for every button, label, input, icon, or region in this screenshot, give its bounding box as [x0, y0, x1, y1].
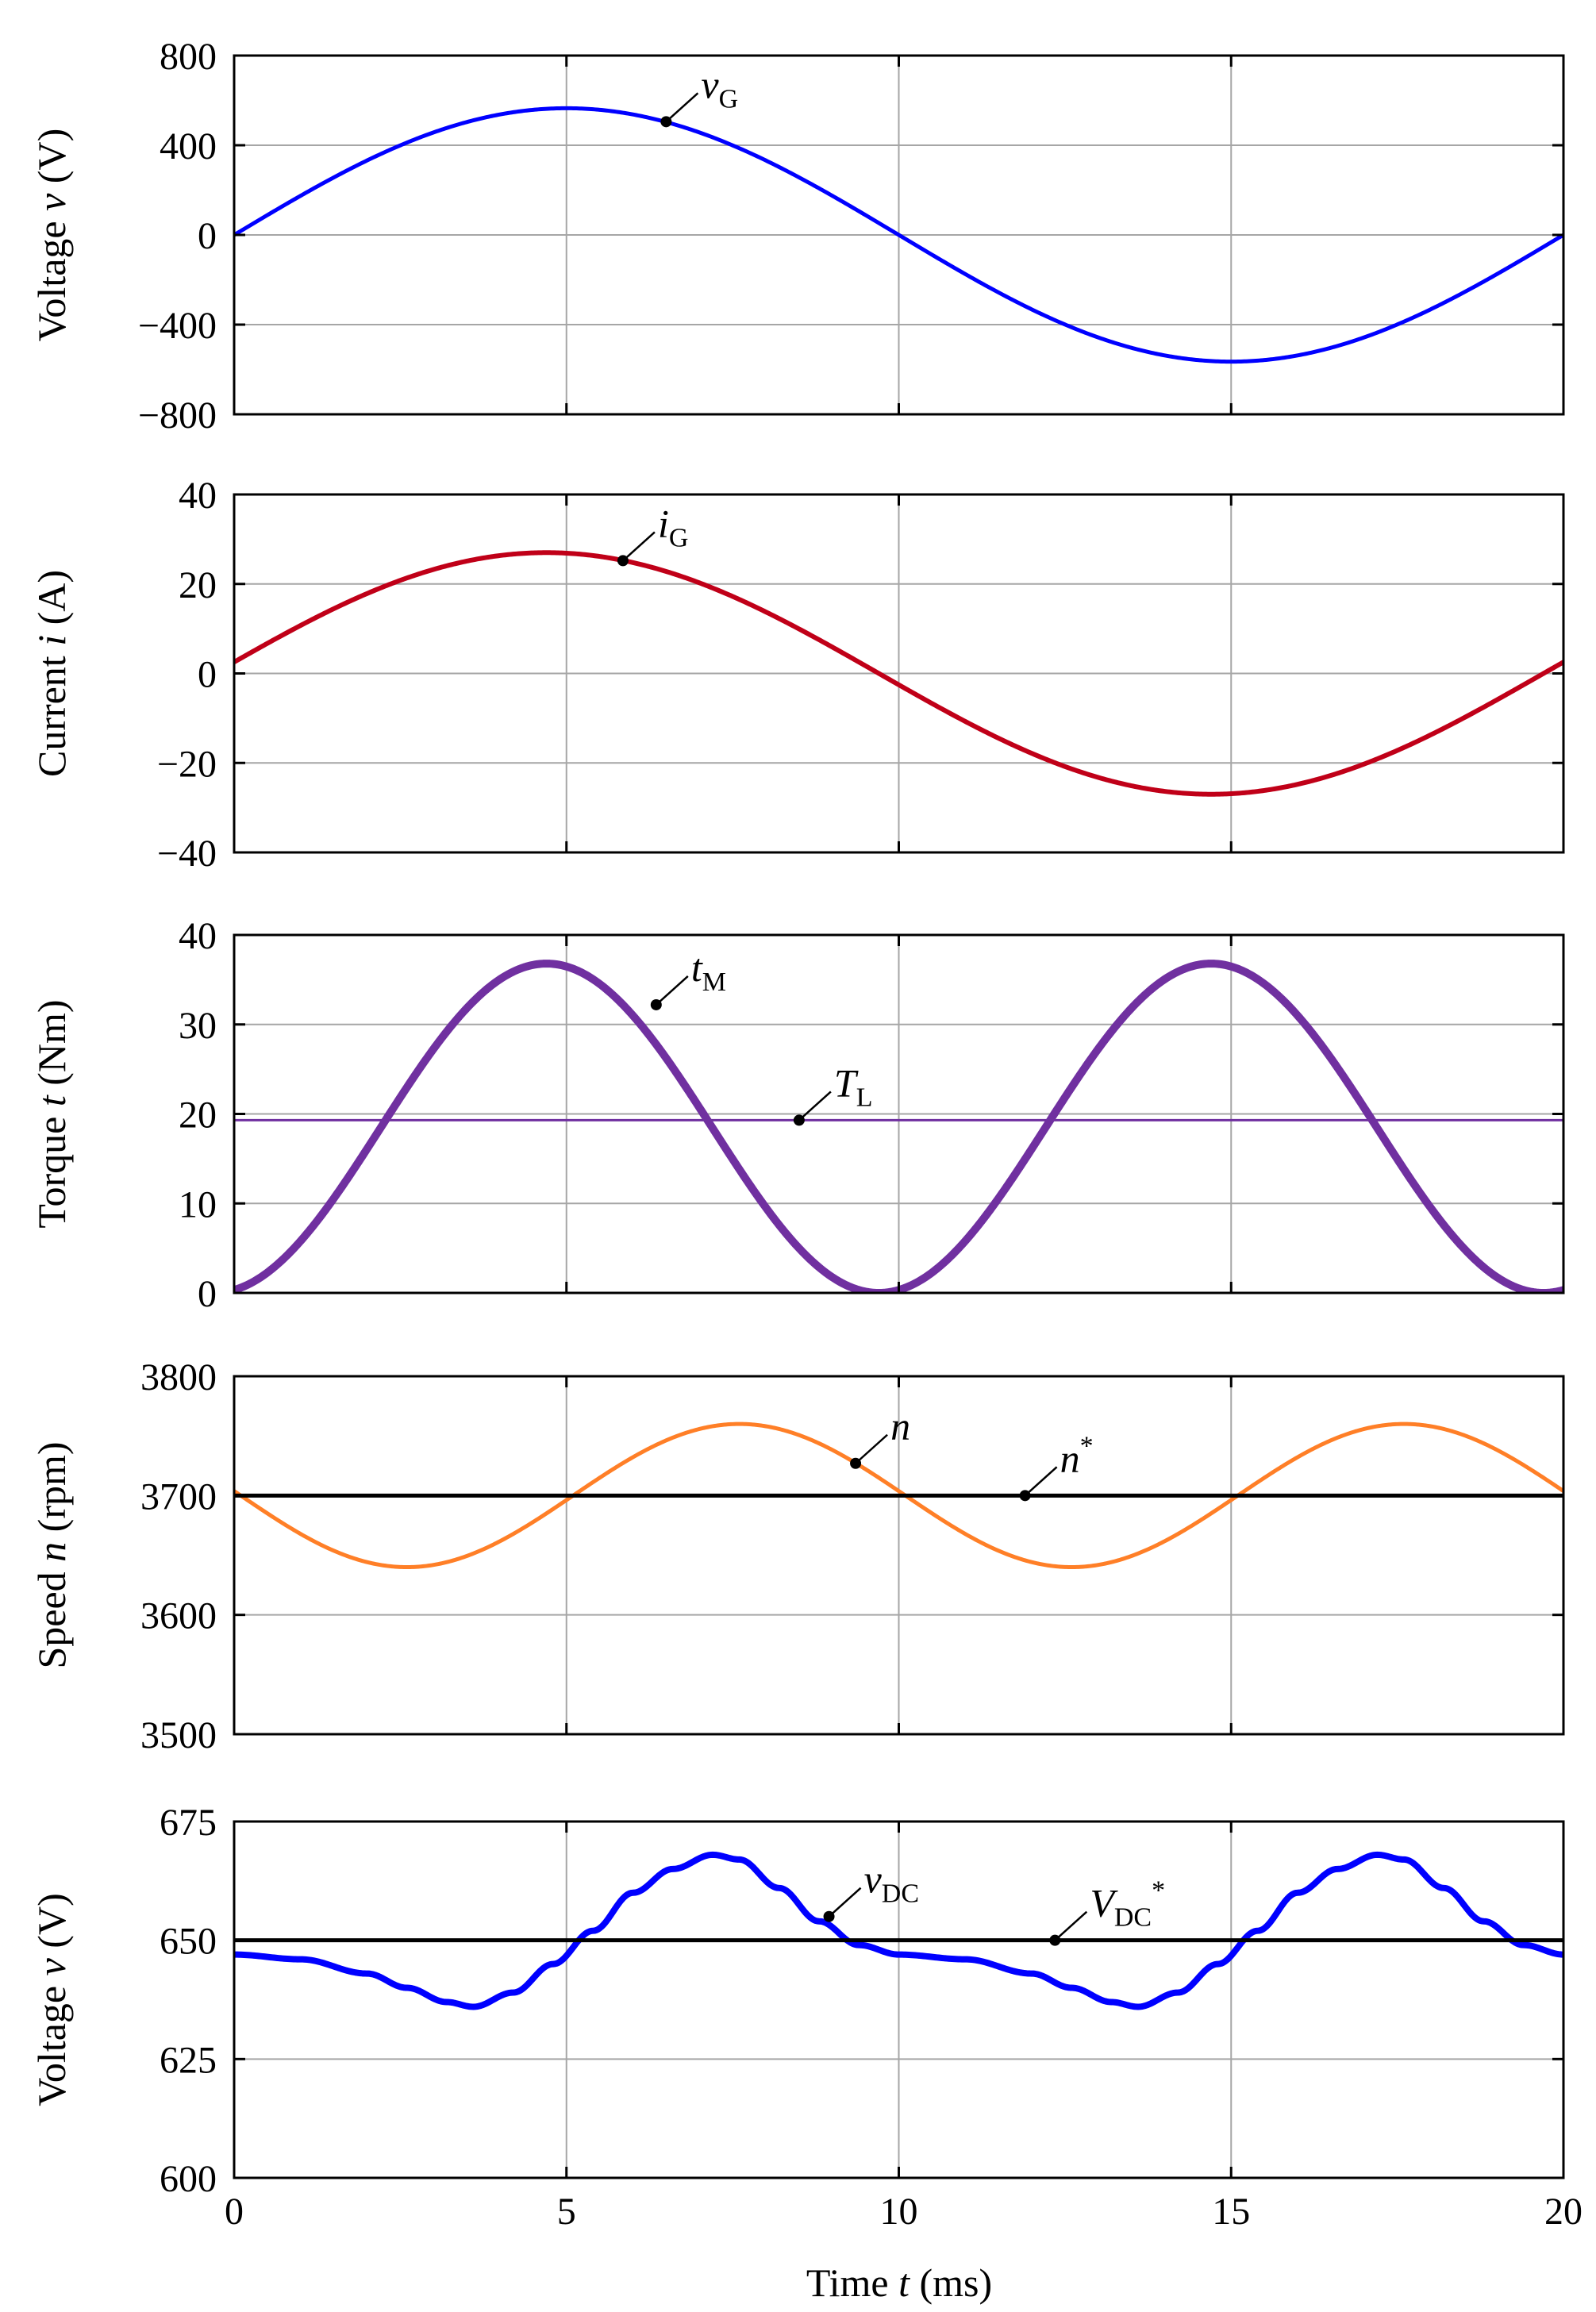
y-tick-label: 20 [179, 1094, 217, 1137]
series-vg [234, 106, 1563, 364]
annotation-leader [665, 92, 699, 123]
y-axis-label: Speed n (rpm) [29, 1441, 74, 1668]
annotation-leader [1054, 1910, 1088, 1941]
y-tick-label: 0 [198, 215, 217, 257]
panel-5: 600 625 650 675 0 5 10 15 20 Voltage v (V) vDC VDC* [29, 1802, 1583, 2233]
annotation-label-tl: TL [834, 1060, 873, 1112]
y-axis-label: Voltage v (V) [29, 1893, 74, 2106]
annotation-leader [828, 1887, 862, 1918]
y-tick-label: 675 [160, 1802, 217, 1844]
y-axis-label: Current i (A) [29, 570, 74, 777]
annotation-label-n: n [890, 1404, 910, 1448]
panel-1: −800 −400 0 400 800 Voltage v (V) vG [29, 36, 1565, 437]
y-tick-label: 625 [160, 2039, 217, 2081]
annotation-marker [793, 1114, 805, 1126]
x-axis-label-pre: Time [806, 2260, 898, 2305]
annotation-leader [1024, 1466, 1058, 1497]
y-tick-label: 400 [160, 125, 217, 167]
annotation-marker [1049, 1934, 1061, 1946]
y-tick-label: −800 [138, 394, 217, 437]
annotation-leader [855, 1433, 888, 1464]
annotation-marker [650, 998, 662, 1010]
series-vdc [234, 1851, 1563, 2010]
x-axis-label-var: t [898, 2260, 910, 2305]
y-tick-label: 40 [179, 475, 217, 517]
annotation-leader [655, 975, 689, 1006]
y-tick-label: 0 [198, 654, 217, 696]
x-axis-label-post: (ms) [910, 2260, 992, 2305]
x-tick-label: 20 [1544, 2191, 1583, 2233]
annotation-label-ig: iG [658, 501, 688, 552]
annotation-label-n: n* [1060, 1431, 1094, 1480]
panel-4: 3500 3600 3700 3800 Speed n (rpm) n n* [29, 1356, 1565, 1756]
y-tick-label: 3800 [140, 1356, 217, 1398]
x-tick-label: 0 [225, 2191, 244, 2233]
annotation-label-vdc: VDC* [1090, 1876, 1165, 1933]
x-tick-label: 10 [880, 2191, 918, 2233]
panel-3: 0 10 20 30 40 Torque t (Nm) tM TL [29, 915, 1565, 1315]
x-tick-label: 15 [1212, 2191, 1250, 2233]
x-axis-label: Time t (ms) [806, 2260, 992, 2305]
y-tick-label: −20 [157, 743, 217, 785]
annotation-marker [1019, 1490, 1031, 1502]
y-tick-label: 3700 [140, 1475, 217, 1518]
y-axis-label: Voltage v (V) [29, 129, 74, 341]
annotation-marker [823, 1910, 835, 1922]
annotation-label-vg: vG [701, 62, 738, 113]
x-tick-label: 5 [557, 2191, 576, 2233]
y-tick-label: 20 [179, 564, 217, 606]
y-tick-label: 800 [160, 36, 217, 78]
y-tick-label: 3600 [140, 1595, 217, 1637]
y-tick-label: 40 [179, 915, 217, 957]
annotation-leader [622, 531, 656, 562]
y-tick-label: 650 [160, 1921, 217, 1963]
y-tick-label: 30 [179, 1005, 217, 1047]
annotation-marker [850, 1457, 862, 1469]
annotation-label-vdc: vDC [864, 1857, 919, 1909]
annotation-marker [617, 555, 629, 567]
y-axis-label: Torque t (Nm) [29, 999, 74, 1228]
series-ig [234, 550, 1563, 797]
y-tick-label: −400 [138, 305, 217, 347]
y-tick-label: 10 [179, 1183, 217, 1225]
series-n [234, 1421, 1563, 1570]
y-tick-label: −40 [157, 833, 217, 875]
y-tick-label: 3500 [140, 1714, 217, 1756]
annotation-marker [660, 116, 672, 128]
panel-2: −40 −20 0 20 40 Current i (A) iG [29, 475, 1565, 875]
y-tick-label: 0 [198, 1273, 217, 1315]
y-tick-label: 600 [160, 2158, 217, 2200]
annotation-label-tm: tM [691, 945, 726, 997]
annotation-leader [798, 1091, 832, 1121]
